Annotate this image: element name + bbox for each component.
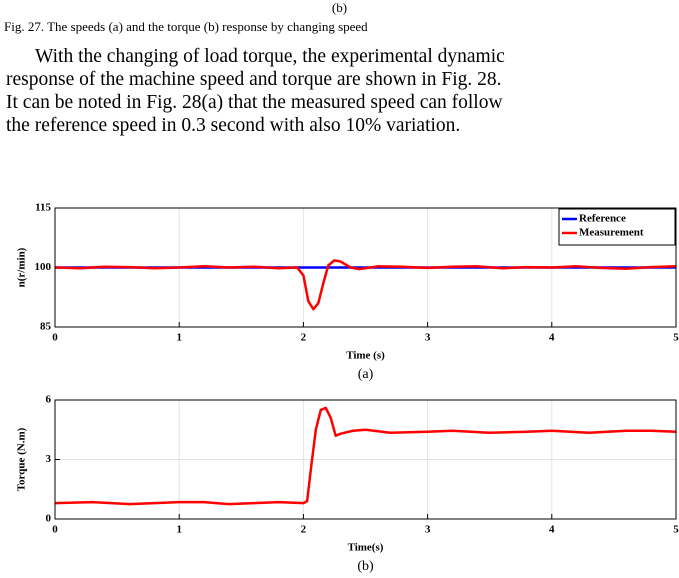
x-tick-label: 5 (673, 524, 679, 536)
x-tick-label: 2 (301, 332, 307, 344)
y-tick-label: 6 (46, 394, 52, 406)
y-tick-label: 3 (46, 453, 52, 465)
paragraph-line: With the changing of load torque, the ex… (35, 46, 505, 67)
x-axis-label: Time (s) (346, 350, 385, 362)
chart: 0 1 2 3 4 5 85 100 115 Reference Measurement Time (… (16, 202, 679, 383)
legend-box (558, 208, 676, 246)
figure-label: (b) (331, 0, 348, 15)
x-tick-label: 0 (52, 332, 58, 344)
x-tick-label: 4 (549, 332, 555, 344)
data-line (54, 259, 677, 311)
x-tick-label: 1 (176, 332, 182, 344)
paragraph-line: the reference speed in 0.3 second with a… (6, 115, 461, 136)
legend-label: Measurement (579, 227, 644, 239)
x-tick-label: 1 (176, 524, 182, 536)
y-axis-label: Torque (N.m) (16, 427, 28, 491)
x-tick-label: 3 (425, 332, 431, 344)
data-line (54, 406, 677, 506)
panel-label: (a) (358, 367, 374, 382)
paragraph-line: It can be noted in Fig. 28(a) that the m… (6, 92, 503, 113)
plot-frame (54, 399, 677, 520)
chart: 0 1 2 3 4 5 0 3 6 Time(s) (b) Torque (N.m) (16, 394, 679, 575)
plot-frame (54, 207, 677, 328)
x-tick-label: 5 (673, 332, 679, 344)
legend-label: Reference (579, 213, 626, 225)
y-tick-label: 100 (35, 261, 52, 273)
x-axis-label: Time(s) (348, 542, 384, 554)
x-tick-label: 0 (52, 524, 58, 536)
y-tick-label: 0 (46, 513, 52, 525)
x-tick-label: 2 (301, 524, 307, 536)
y-tick-label: 115 (35, 202, 51, 214)
panel-label: (b) (357, 559, 374, 574)
paragraph-line: response of the machine speed and torque… (6, 69, 502, 90)
x-tick-label: 3 (425, 524, 431, 536)
x-tick-label: 4 (549, 524, 555, 536)
figure-caption: Fig. 27. The speeds (a) and the torque (… (4, 19, 368, 34)
y-tick-label: 85 (40, 321, 52, 333)
y-axis-label: n(r/min) (16, 247, 28, 287)
